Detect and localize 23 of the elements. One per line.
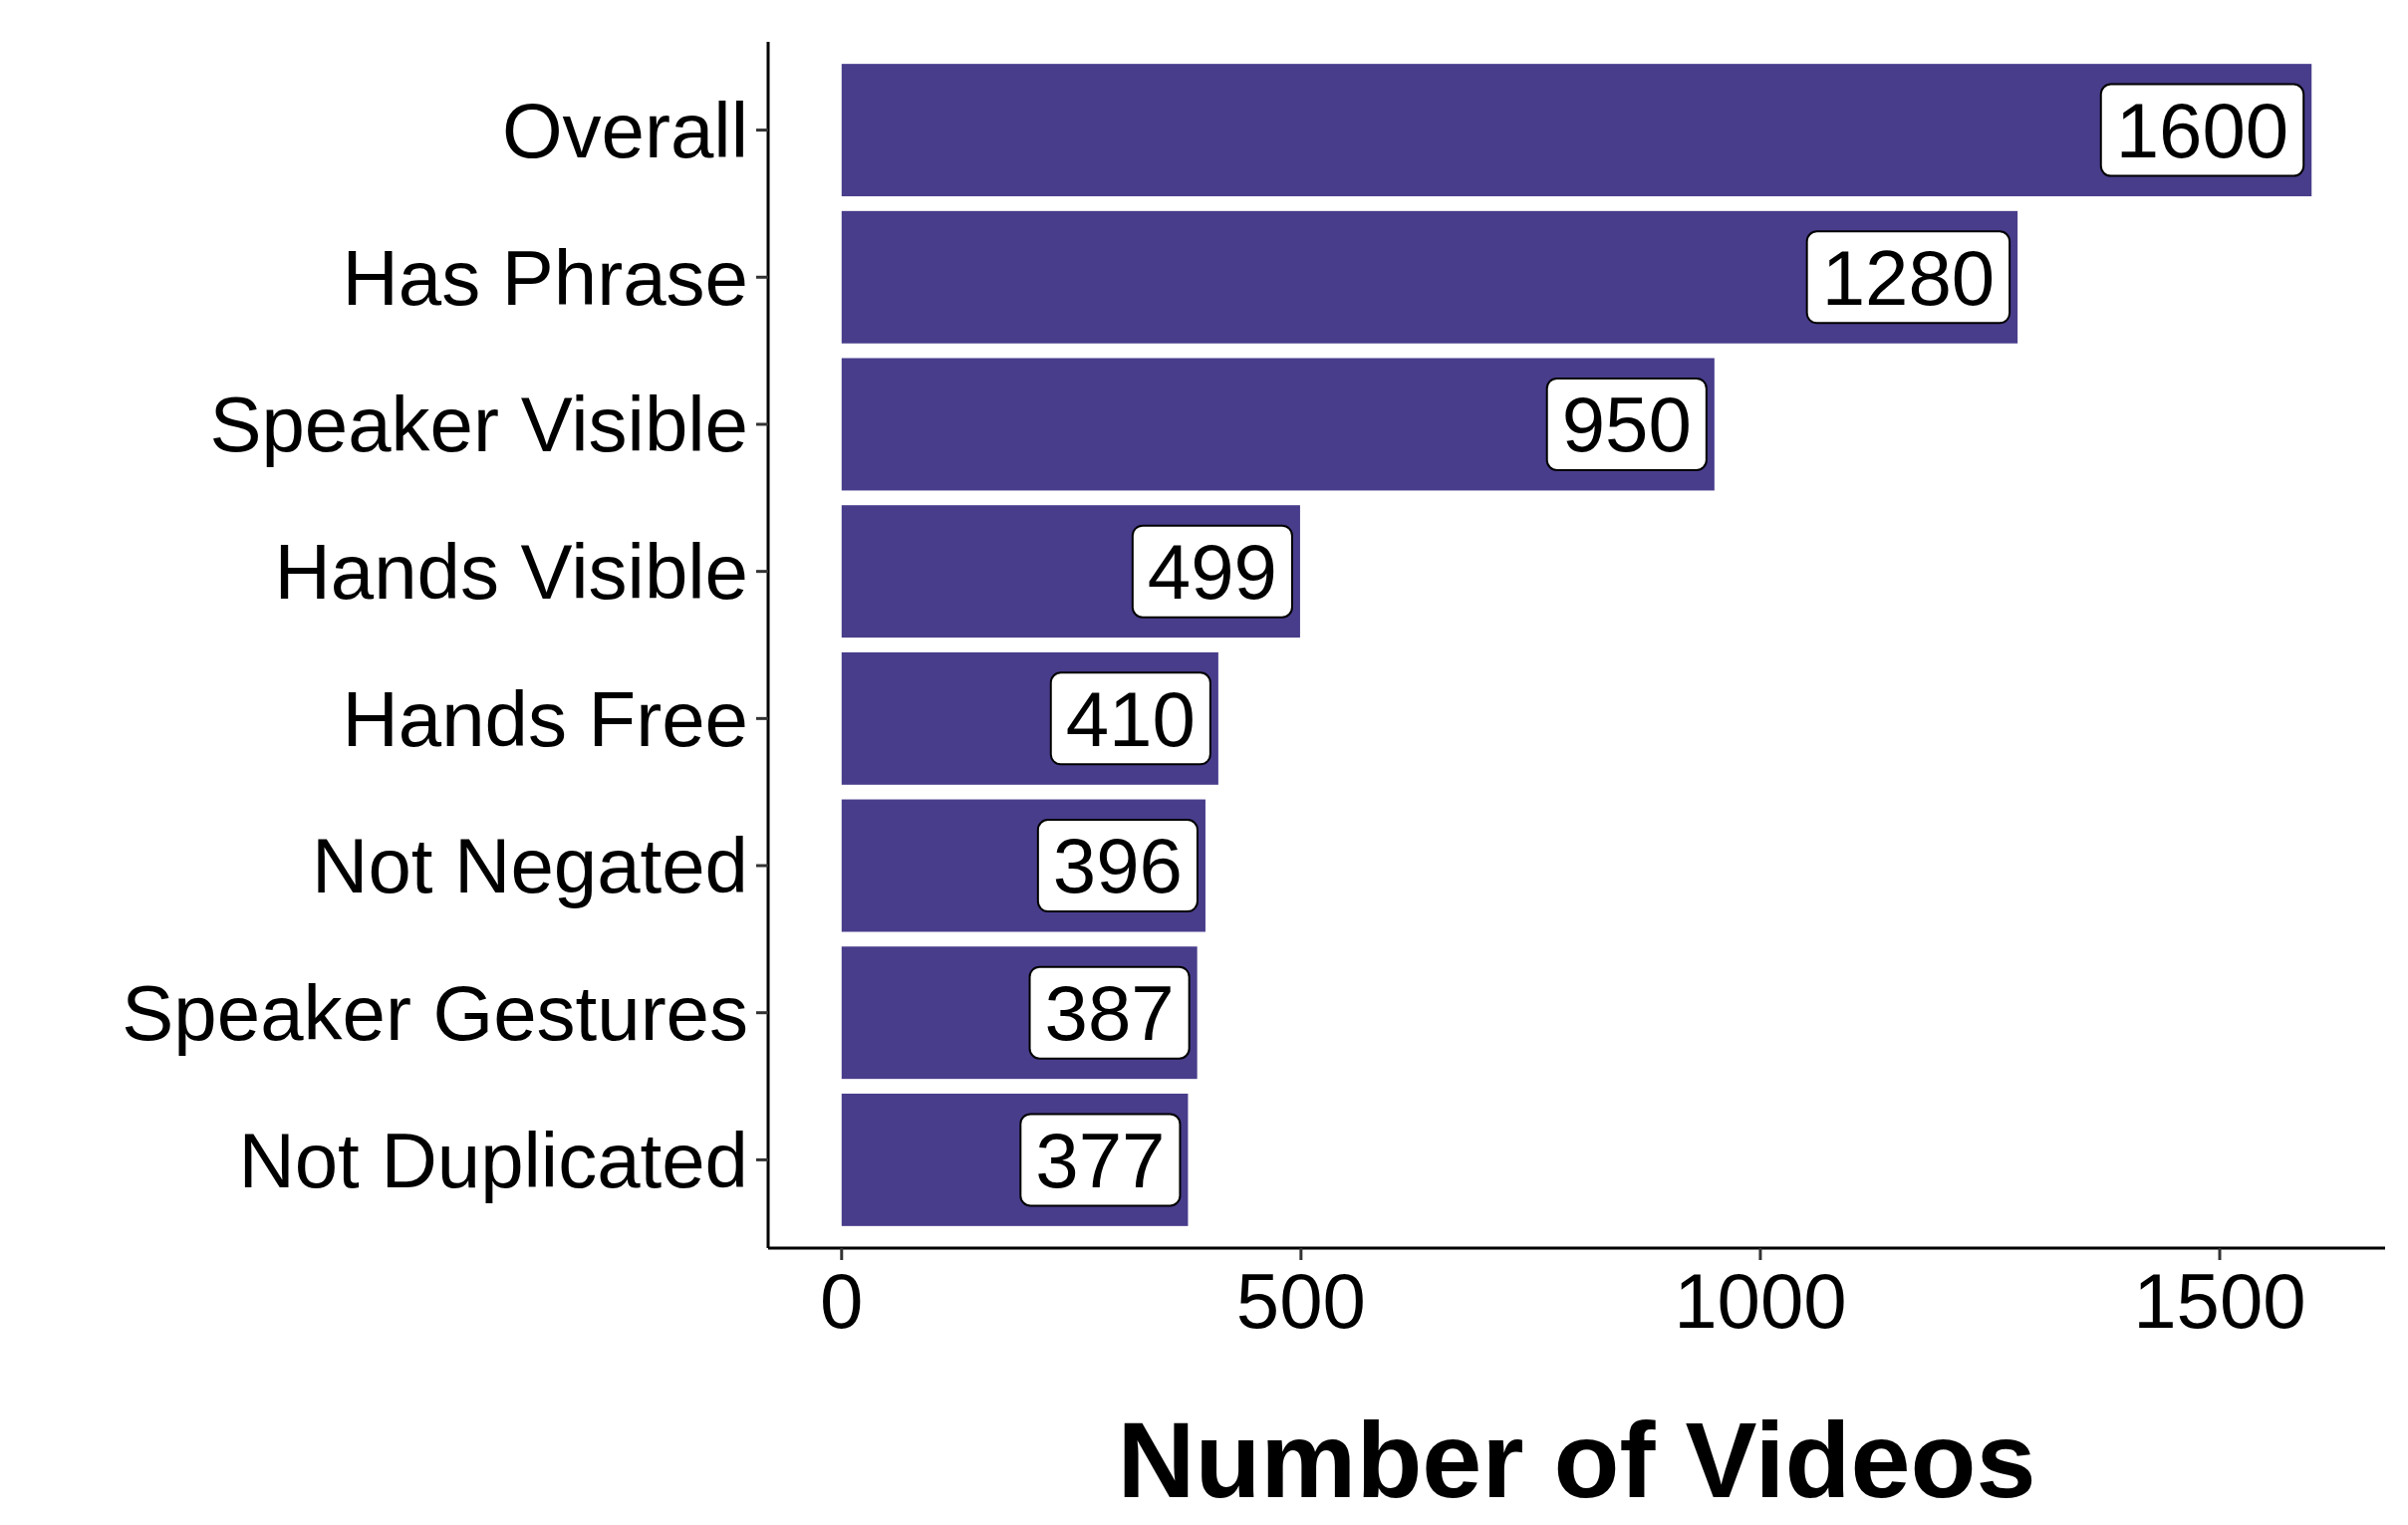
x-axis-title: Number of Videos	[1117, 1399, 2036, 1520]
x-tick-label: 500	[1235, 1257, 1366, 1345]
y-tick-label: Has Phrase	[342, 233, 748, 322]
data-label: 387	[1044, 969, 1175, 1058]
y-tick-label: Overall	[501, 86, 748, 174]
bar	[841, 358, 1715, 491]
data-label: 1280	[1821, 233, 1996, 322]
data-label: 410	[1065, 674, 1196, 763]
y-tick-label: Not Duplicated	[238, 1116, 748, 1204]
data-label: 499	[1147, 527, 1277, 616]
data-label: 396	[1052, 822, 1183, 910]
y-tick-label: Hands Free	[342, 674, 748, 763]
x-tick-label: 1500	[2133, 1257, 2306, 1345]
x-tick-label: 1000	[1674, 1257, 1847, 1345]
y-tick-label: Hands Visible	[274, 527, 748, 616]
data-label: 1600	[2115, 86, 2289, 174]
x-tick-label: 0	[820, 1257, 864, 1345]
data-label: 377	[1035, 1116, 1166, 1204]
y-tick-label: Speaker Gestures	[122, 969, 748, 1058]
data-label: 950	[1561, 381, 1692, 469]
y-tick-label: Not Negated	[312, 822, 748, 910]
y-tick-label: Speaker Visible	[209, 381, 748, 469]
bar	[841, 64, 2312, 197]
